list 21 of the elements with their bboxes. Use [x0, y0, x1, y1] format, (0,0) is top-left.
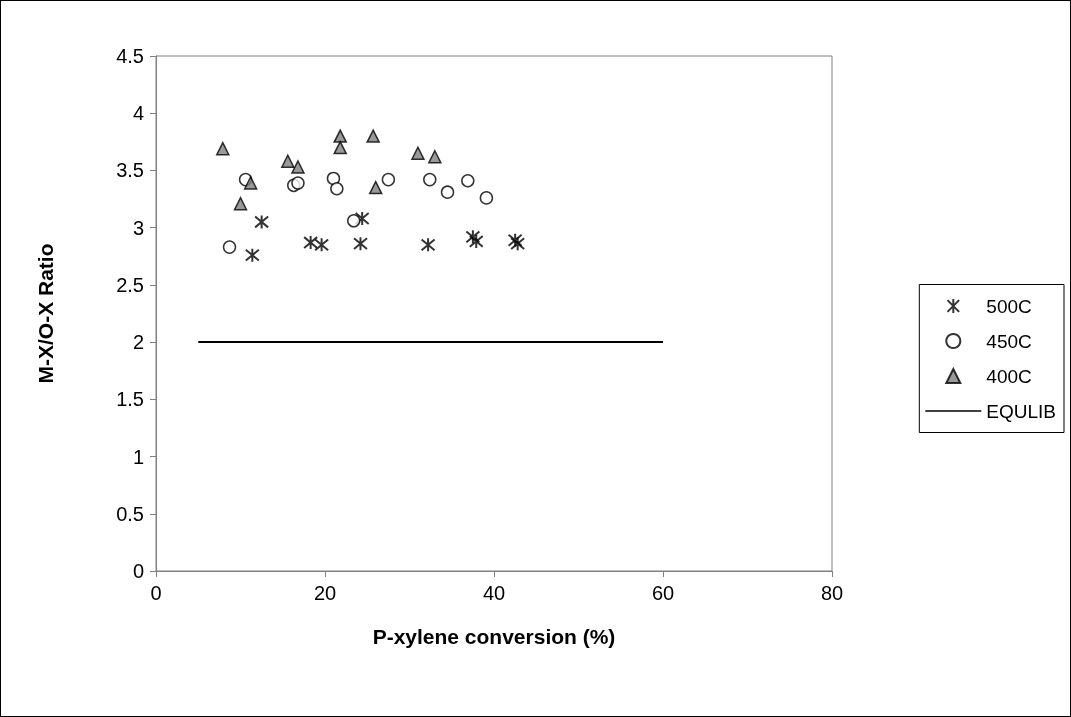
y-axis-title: M-X/O-X Ratio: [34, 243, 57, 384]
y-tick-label: 3: [132, 216, 144, 239]
y-tick-label: 1: [132, 445, 144, 468]
legend-label: 400C: [986, 365, 1032, 387]
x-tick-label: 0: [150, 582, 162, 604]
y-tick-label: 2.5: [116, 273, 144, 296]
legend-label: 500C: [986, 295, 1032, 317]
x-tick-label: 20: [313, 582, 337, 604]
x-tick-label: 60: [651, 582, 675, 604]
y-tick-label: 3.5: [116, 159, 144, 182]
y-tick-label: 0: [132, 560, 144, 582]
legend-label: 450C: [986, 330, 1032, 352]
y-tick-label: 0.5: [116, 502, 144, 525]
x-tick-label: 40: [482, 582, 506, 604]
x-tick-label: 80: [820, 582, 844, 604]
y-tick-label: 4.5: [116, 45, 144, 67]
legend-label: EQULIB: [986, 400, 1057, 422]
y-tick-label: 1.5: [116, 388, 144, 411]
y-tick-label: 2: [132, 331, 144, 354]
x-axis-title: P-xylene conversion (%): [372, 625, 616, 648]
y-tick-label: 4: [132, 102, 144, 125]
